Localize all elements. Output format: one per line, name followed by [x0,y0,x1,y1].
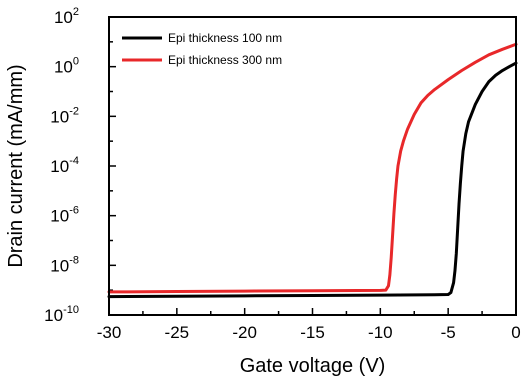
y-tick-exponent: 0 [73,56,79,68]
y-tick-exponent: -8 [69,254,79,266]
y-tick-exponent: -6 [69,205,79,217]
x-tick-label: -20 [232,323,257,342]
series-line-2 [107,42,518,294]
y-tick-exponent: -2 [69,105,79,117]
y-tick-label: 102 [54,6,79,27]
series-line-1 [107,61,518,299]
series-layer [107,42,518,299]
y-tick-label: 10-8 [50,254,79,275]
y-tick-exponent: -4 [69,155,79,167]
y-tick-exponent: -10 [63,304,79,316]
legend-label-1: Epi thickness 100 nm [168,31,282,45]
y-tick-exponent: 2 [73,6,79,18]
y-tick-label: 10-4 [50,155,79,176]
y-tick-label: 10-6 [50,205,79,226]
x-tick-label: -5 [441,323,456,342]
plot-frame [108,16,517,316]
legend: Epi thickness 100 nm Epi thickness 300 nm [122,31,282,67]
legend-label-2: Epi thickness 300 nm [168,53,282,67]
x-tick-label: -10 [368,323,393,342]
x-tick-label: -25 [165,323,190,342]
x-tick-label: 0 [511,323,520,342]
y-tick-label: 100 [54,56,79,77]
y-axis-title: Drain current (mA/mm) [5,64,27,267]
x-tick-label: -15 [300,323,325,342]
y-tick-label: 10-10 [44,304,79,325]
y-tick-label: 10-2 [50,105,79,126]
x-tick-label: -30 [97,323,122,342]
x-axis-title: Gate voltage (V) [240,355,386,377]
